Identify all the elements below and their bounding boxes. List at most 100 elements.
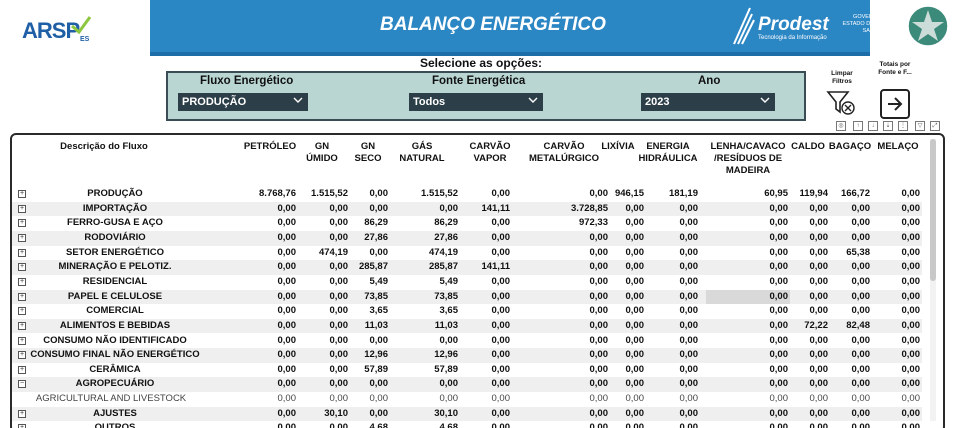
table-row[interactable]: + OUTROS 0,00 0,00 4,68 4,68 0,00 0,00 0,00 0,00 0… [12,421,922,428]
column-header[interactable]: MELAÇO [877,141,919,152]
fonte-dropdown[interactable]: Todos [409,93,543,111]
table-cell: 0,00 [769,305,789,317]
table-cell: 0,00 [679,261,699,273]
column-header[interactable]: LENHA/CAVACO /RESÍDUOS DE MADEIRA [710,141,786,176]
expand-row-icon[interactable]: + [18,351,26,360]
column-header[interactable]: PETRÓLEO [243,141,297,152]
column-header[interactable]: ENERGIA HIDRÁULICA [638,141,698,164]
table-row[interactable]: + MINERAÇÃO E PELOTIZ. 0,00 0,00 285,87 285,8… [12,260,922,275]
arrow-down-icon[interactable]: ↓ [868,121,878,131]
expand-icon[interactable]: ⇣ [883,121,893,131]
table-cell: 0,00 [625,319,645,331]
limpar-label: Limpar Filtros [831,70,853,85]
table-row[interactable]: + RESIDENCIAL 0,00 0,00 5,49 5,49 0,00 0,00 0,00… [12,275,922,290]
table-cell: 0,00 [809,363,829,375]
totais-button[interactable] [880,89,910,119]
hover-highlight [706,289,790,305]
arrow-up-icon[interactable]: ↑ [853,121,863,131]
table-cell: 0,00 [329,393,349,405]
table-cell: 0,00 [589,231,609,243]
column-header[interactable]: GN SECO [354,141,382,164]
focus-mode-icon[interactable]: ⤢ [930,121,940,131]
column-header[interactable]: Descrição do Fluxo [60,141,148,152]
table-cell: 57,89 [434,363,458,375]
column-header[interactable]: LIXÍVIA [601,141,635,152]
expand-row-icon[interactable]: + [18,307,26,316]
table-row[interactable]: + PRODUÇÃO 8.768,76 1.515,52 0,00 1.515,52 0,0… [12,187,922,202]
table-cell: 0,00 [769,363,789,375]
table-row[interactable]: + SETOR ENERGÉTICO 0,00 474,19 0,00 474,19 0,0… [12,246,922,261]
table-cell: 4,68 [369,422,389,428]
table-row[interactable]: + CONSUMO NÃO IDENTIFICADO 0,00 0,00 0,00 0,0… [12,334,922,349]
table-cell: 0,00 [329,422,349,428]
table-cell: 0,00 [589,261,609,273]
ano-dropdown[interactable]: 2023 [641,93,775,111]
expand-row-icon[interactable]: + [18,233,26,242]
table-cell: 0,00 [625,246,645,258]
table-row[interactable]: + AJUSTES 0,00 30,10 0,00 30,10 0,00 0,00 0,00 0,… [12,406,922,422]
expand-row-icon[interactable]: + [18,263,26,272]
table-cell: 0,00 [679,349,699,361]
expand-row-icon[interactable]: + [18,292,26,301]
table-cell: 0,00 [277,363,297,375]
table-cell: 12,96 [434,349,458,361]
column-header[interactable]: CARVÃO VAPOR [469,141,511,164]
table-cell: 0,00 [679,422,699,428]
check-icon [71,16,92,35]
table-row[interactable]: + CONSUMO FINAL NÃO ENERGÉTICO 0,00 0,00 12,… [12,348,922,363]
expand-row-icon[interactable]: + [18,204,26,213]
row-label: AJUSTES [93,407,137,419]
drill-icon[interactable]: ◎ [836,121,846,131]
column-header[interactable]: GÁS NATURAL [399,141,445,164]
clear-filter-icon[interactable] [826,90,858,116]
table-cell: 0,00 [809,261,829,273]
table-cell: 0,00 [491,217,511,229]
expand-row-icon[interactable]: + [18,190,26,198]
table-cell: 0,00 [625,378,645,390]
fluxo-dropdown[interactable]: PRODUÇÃO [178,93,308,111]
table-row[interactable]: AGRICULTURAL AND LIVESTOCK 0,00 0,00 0,00 0,… [12,392,922,407]
table-row[interactable]: + IMPORTAÇÃO 0,00 0,00 0,00 0,00 141,11 3.728,8… [12,201,922,217]
table-cell: 0,00 [625,349,645,361]
collapse-row-icon[interactable]: − [18,380,26,389]
hierarchy-icon[interactable]: ⋮ [898,121,908,131]
expand-row-icon[interactable]: + [18,248,26,257]
table-row[interactable]: + PAPEL E CELULOSE 0,00 0,00 73,85 73,85 0,00 0… [12,289,922,305]
table-row[interactable]: − AGROPECUÁRIO 0,00 0,00 0,00 0,00 0,00 0,00 0,0… [12,377,922,393]
expand-row-icon[interactable]: + [18,336,26,345]
table-cell: 0,00 [809,349,829,361]
column-header[interactable]: CALDO [791,141,825,152]
chevron-down-icon [760,97,770,103]
table-cell: 0,00 [491,363,511,375]
table-cell: 0,00 [369,407,389,419]
expand-row-icon[interactable]: + [18,409,26,418]
row-label: ALIMENTOS E BEBIDAS [59,319,171,331]
table-cell: 0,00 [809,275,829,287]
expand-row-icon[interactable]: + [18,219,26,228]
column-header[interactable]: CARVÃO METALÚRGICO [528,141,599,164]
table-row[interactable]: + RODOVIÁRIO 0,00 0,00 27,86 27,86 0,00 0,00 0,0… [12,230,922,246]
column-header[interactable]: BAGAÇO [828,141,872,152]
expand-row-icon[interactable]: + [18,277,26,286]
table-row[interactable]: + CERÂMICA 0,00 0,00 57,89 57,89 0,00 0,00 0,00 0… [12,363,922,378]
table-cell: 0,00 [369,246,389,258]
table-cell: 0,00 [277,202,297,214]
table-cell: 0,00 [769,275,789,287]
row-label: COMERCIAL [86,305,144,317]
table-cell: 0,00 [901,275,921,287]
table-cell: 0,00 [439,202,459,214]
vertical-scrollbar[interactable] [930,139,936,421]
expand-row-icon[interactable]: + [18,424,26,428]
table-cell: 0,00 [491,231,511,243]
expand-row-icon[interactable]: + [18,365,26,374]
scrollbar-thumb[interactable] [930,139,936,281]
column-header[interactable]: GN ÚMIDO [306,141,338,164]
table-cell: 0,00 [769,393,789,405]
expand-row-icon[interactable]: + [18,321,26,330]
table-row[interactable]: + COMERCIAL 0,00 0,00 3,65 3,65 0,00 0,00 0,00 0,… [12,304,922,319]
table-row[interactable]: + FERRO-GUSA E AÇO 0,00 0,00 86,29 86,29 0,00 9… [12,216,922,231]
table-cell: 3,65 [369,305,389,317]
table-row[interactable]: + ALIMENTOS E BEBIDAS 0,00 0,00 11,03 11,03 0,… [12,318,922,334]
table-cell: 0,00 [589,378,609,390]
filter-icon[interactable]: ▽ [915,121,925,131]
